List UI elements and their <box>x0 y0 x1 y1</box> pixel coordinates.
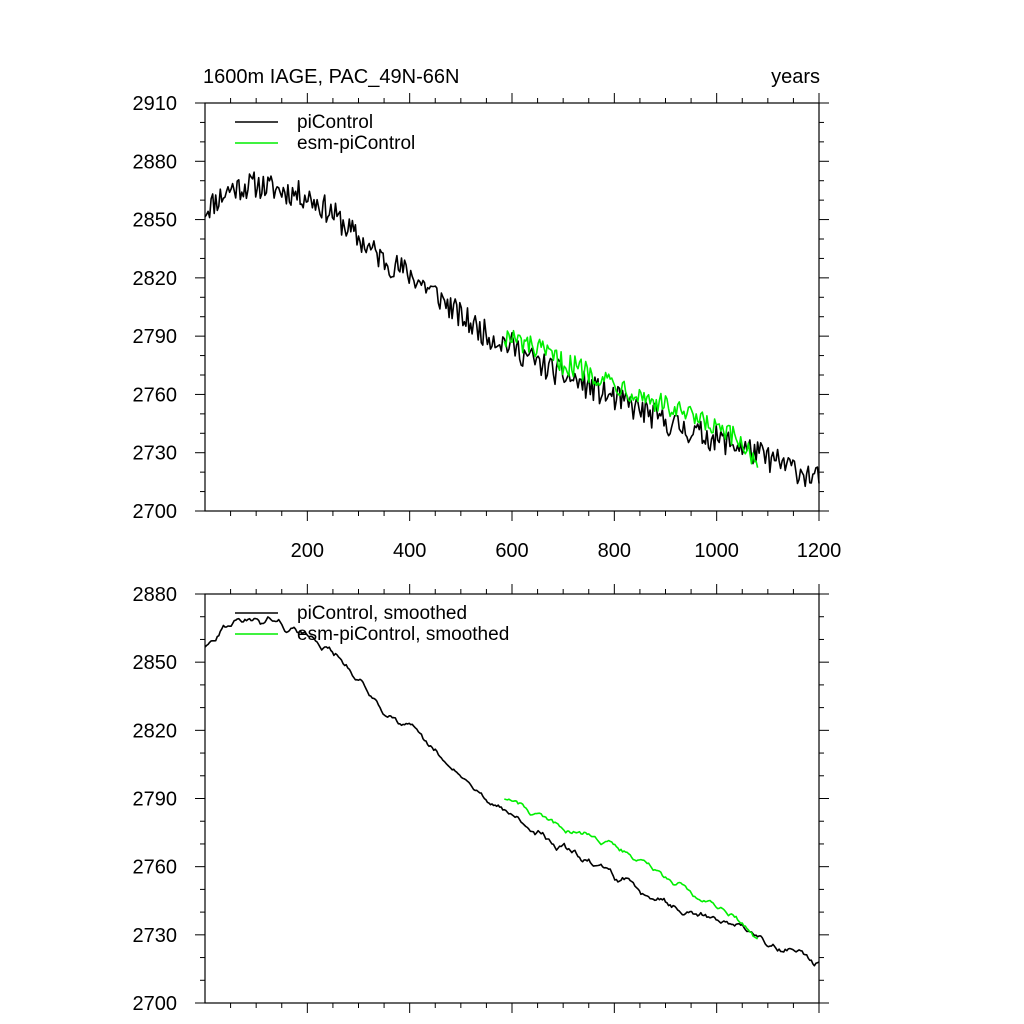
top-x-tick-label: 600 <box>495 540 528 562</box>
bottom-y-tick-label: 2790 <box>133 789 178 811</box>
top-y-tick-label: 2760 <box>133 384 178 406</box>
bottom-y-tick-label: 2880 <box>133 584 178 606</box>
top-legend-label: esm-piControl <box>297 133 415 154</box>
units-label: years <box>771 66 820 88</box>
top-y-tick-label: 2790 <box>133 326 178 348</box>
top-x-tick-label: 200 <box>291 540 324 562</box>
bottom-legend-label: piControl, smoothed <box>297 603 467 624</box>
top-x-tick-label: 1000 <box>694 540 739 562</box>
bottom-y-tick-label: 2820 <box>133 720 178 742</box>
top-y-tick-label: 2700 <box>133 501 178 523</box>
top-y-tick-label: 2850 <box>133 210 178 232</box>
top-y-tick-label: 2910 <box>133 93 178 115</box>
top-axes <box>195 93 829 521</box>
top-x-tick-label: 1200 <box>797 540 842 562</box>
chart-title: 1600m IAGE, PAC_49N-66N <box>203 66 459 88</box>
top-x-tick-label: 800 <box>598 540 631 562</box>
bottom-legend-label: esm-piControl, smoothed <box>297 624 509 645</box>
top-series-picontrol-line <box>204 171 820 488</box>
bottom-plot-frame <box>204 593 820 1004</box>
bottom-panel: 2700 2730 2760 2790 2820 2850 2880 piControl, … <box>133 584 829 1015</box>
bottom-y-tick-label: 2700 <box>133 993 178 1015</box>
top-tick-labels: 2700 2730 2760 2790 2820 2850 2880 2910 200 400 60… <box>133 93 842 562</box>
bottom-series-picontrol-smoothed-line <box>204 616 820 967</box>
top-y-tick-label: 2880 <box>133 151 178 173</box>
top-legend-label: piControl <box>297 112 373 133</box>
top-y-tick-label: 2730 <box>133 443 178 465</box>
top-series-esm-picontrol-line <box>503 329 759 468</box>
top-plot-frame <box>204 102 820 512</box>
top-panel: 2700 2730 2760 2790 2820 2850 2880 2910 200 400 60… <box>133 93 842 562</box>
top-y-tick-label: 2820 <box>133 268 178 290</box>
bottom-y-tick-label: 2760 <box>133 857 178 879</box>
bottom-axes <box>195 584 829 1013</box>
bottom-series-esm-picontrol-smoothed-line <box>504 798 759 940</box>
bottom-tick-labels: 2700 2730 2760 2790 2820 2850 2880 <box>133 584 178 1015</box>
top-plot-lines <box>204 171 820 488</box>
bottom-plot-lines <box>204 616 820 967</box>
bottom-y-tick-label: 2850 <box>133 652 178 674</box>
top-x-tick-label: 400 <box>393 540 426 562</box>
bottom-y-tick-label: 2730 <box>133 925 178 947</box>
